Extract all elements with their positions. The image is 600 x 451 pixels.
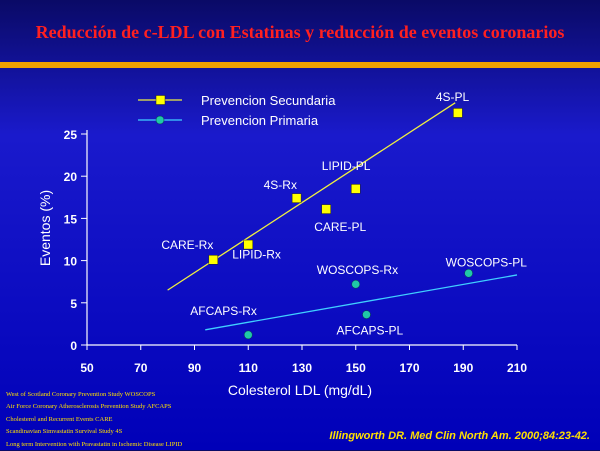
point-label-care-rx: CARE-Rx [161,238,213,252]
x-tick-label: 170 [399,361,419,375]
y-tick-label: 0 [70,339,77,353]
y-tick-label: 5 [70,297,77,311]
x-tick-label: 90 [188,361,202,375]
point-label-4s-pl: 4S-PL [436,90,470,104]
point-woscops-pl [464,269,473,278]
footnote-1: West of Scotland Coronary Prevention Stu… [6,391,156,398]
point-lipid-rx [243,239,253,250]
point-label-lipid-rx: LIPID-Rx [232,248,281,262]
legend-marker-square [155,95,166,105]
legend-marker-circle [155,115,165,125]
footnote-3: Cholesterol and Recurrent Events CARE [6,415,113,423]
point-label-care-pl: CARE-PL [314,220,366,234]
x-axis-label: Colesterol LDL (mg/dL) [228,382,372,398]
point-label-lipid-pl: LIPID-PL [322,159,371,173]
legend-label-1: Prevencion Primaria [201,113,319,128]
point-care-pl [321,204,331,214]
x-tick-label: 150 [346,361,366,375]
point-lipid-pl [351,184,361,194]
x-tick-label: 210 [507,361,527,375]
point-afcaps-pl [362,310,371,319]
x-tick-label: 70 [134,361,148,375]
footnote-4: Scandinavian Simvastatin Survival Study … [6,428,123,436]
legend-label-0: Prevencion Secundaria [201,93,336,108]
point-care-rx [208,255,219,265]
y-tick-label: 10 [64,255,78,269]
point-label-woscops-pl: WOSCOPS-PL [446,255,528,269]
point-label-4s-rx: 4S-Rx [264,178,297,192]
point-label-woscops-rx: WOSCOPS-Rx [317,263,398,277]
footnote-5: Long term Intervention with Pravastatin … [6,440,183,448]
title-divider [0,62,600,68]
slide-title: Reducción de c-LDL con Estatinas y reduc… [35,22,565,42]
trend-line-primaria [205,274,518,331]
point-label-afcaps-pl: AFCAPS-PL [337,324,404,338]
footnotes: West of Scotland Coronary Prevention Stu… [6,389,266,451]
citation: Illingworth DR. Med Clin North Am. 2000;… [329,430,590,442]
footnote-2: Air Force Coronary Atherosclerosis Preve… [6,403,172,411]
point-4s-pl [453,108,463,118]
y-tick-label: 25 [64,128,78,142]
x-tick-label: 50 [80,361,94,375]
point-4s-rx [291,193,302,203]
y-tick-label: 20 [64,170,78,184]
y-tick-label: 15 [64,212,78,226]
y-axis-label: Eventos (%) [37,190,53,266]
x-tick-label: 110 [239,361,259,375]
point-woscops-rx [351,279,360,289]
x-tick-label: 130 [292,361,312,375]
point-afcaps-rx [244,330,253,340]
point-label-afcaps-rx: AFCAPS-Rx [190,304,257,318]
x-tick-label: 190 [453,361,473,375]
